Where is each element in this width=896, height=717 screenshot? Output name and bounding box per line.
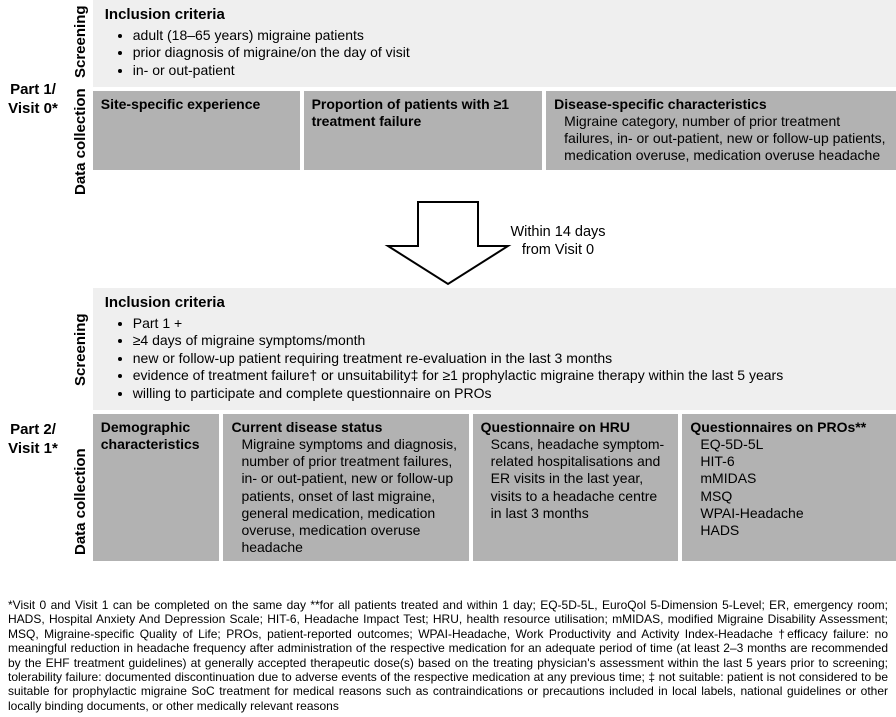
list-item: Part 1 + xyxy=(133,315,886,333)
part1-label-line1: Part 1/ xyxy=(10,81,56,98)
list-item: in- or out-patient xyxy=(133,62,886,80)
part1-vlabel-data: Data collection xyxy=(70,84,93,200)
cell-body: EQ-5D-5L HIT-6 mMIDAS MSQ WPAI-Headache … xyxy=(700,436,888,538)
arrow-caption: Within 14 days from Visit 0 xyxy=(510,223,605,259)
part1-vertical-labels: Screening Data collection xyxy=(70,0,93,200)
part2-label-line1: Part 2/ xyxy=(10,421,56,438)
part2-cell-pros: Questionnaires on PROs** EQ-5D-5L HIT-6 … xyxy=(682,414,896,561)
cell-heading: Disease-specific characteristics xyxy=(554,96,766,112)
list-item: evidence of treatment failure† or unsuit… xyxy=(133,367,886,385)
arrow-down-icon xyxy=(378,196,518,288)
part1-block: Part 1/ Visit 0* Screening Data collecti… xyxy=(0,0,896,200)
cell-heading: Questionnaire on HRU xyxy=(481,419,630,435)
part1-cell-disease: Disease-specific characteristics Migrain… xyxy=(546,91,896,169)
part2-label-line2: Visit 1* xyxy=(8,440,58,457)
part1-screening-box: Inclusion criteria adult (18–65 years) m… xyxy=(93,0,896,87)
cell-heading: Proportion of patients with ≥1 treatment… xyxy=(312,96,509,129)
cell-heading: Questionnaires on PROs** xyxy=(690,419,866,435)
part1-label: Part 1/ Visit 0* xyxy=(0,0,70,200)
transition-arrow: Within 14 days from Visit 0 xyxy=(0,202,896,288)
cell-body: Migraine category, number of prior treat… xyxy=(564,113,888,164)
part2-screening-list: Part 1 + ≥4 days of migraine symptoms/mo… xyxy=(133,315,886,403)
study-design-diagram: Part 1/ Visit 0* Screening Data collecti… xyxy=(0,0,896,717)
part2-cell-hru: Questionnaire on HRU Scans, headache sym… xyxy=(473,414,679,561)
part1-vlabel-screening: Screening xyxy=(70,0,93,84)
part2-cell-disease-status: Current disease status Migraine symptoms… xyxy=(223,414,468,561)
part2-data-row: Demographic characteristics Current dise… xyxy=(93,414,896,561)
cell-body: Migraine symptoms and diagnosis, number … xyxy=(241,436,460,556)
part1-data-row: Site-specific experience Proportion of p… xyxy=(93,91,896,169)
cell-heading: Current disease status xyxy=(231,419,382,435)
cell-body: Scans, headache symptom-related hospital… xyxy=(491,436,671,521)
part2-label: Part 2/ Visit 1* xyxy=(0,288,70,592)
cell-heading: Demographic characteristics xyxy=(101,419,200,452)
list-item: new or follow-up patient requiring treat… xyxy=(133,350,886,368)
part2-vertical-labels: Screening Data collection xyxy=(70,288,93,592)
part2-vlabel-data: Data collection xyxy=(70,412,93,592)
part1-cell-proportion: Proportion of patients with ≥1 treatment… xyxy=(304,91,543,169)
part2-block: Part 2/ Visit 1* Screening Data collecti… xyxy=(0,288,896,592)
cell-heading: Site-specific experience xyxy=(101,96,261,112)
arrow-line2: from Visit 0 xyxy=(522,242,594,258)
part1-cell-site: Site-specific experience xyxy=(93,91,300,169)
part1-screening-list: adult (18–65 years) migraine patients pr… xyxy=(133,27,886,80)
list-item: adult (18–65 years) migraine patients xyxy=(133,27,886,45)
part2-screening-box: Inclusion criteria Part 1 + ≥4 days of m… xyxy=(93,288,896,410)
part1-label-line2: Visit 0* xyxy=(8,100,58,117)
part2-content: Inclusion criteria Part 1 + ≥4 days of m… xyxy=(93,288,896,592)
part1-screening-heading: Inclusion criteria xyxy=(105,6,886,25)
part2-vlabel-screening: Screening xyxy=(70,288,93,412)
footnotes: *Visit 0 and Visit 1 can be completed on… xyxy=(0,592,896,717)
list-item: willing to participate and complete ques… xyxy=(133,385,886,403)
arrow-line1: Within 14 days xyxy=(510,224,605,240)
list-item: ≥4 days of migraine symptoms/month xyxy=(133,332,886,350)
list-item: prior diagnosis of migraine/on the day o… xyxy=(133,44,886,62)
part2-cell-demographic: Demographic characteristics xyxy=(93,414,220,561)
part2-screening-heading: Inclusion criteria xyxy=(105,294,886,313)
part1-content: Inclusion criteria adult (18–65 years) m… xyxy=(93,0,896,200)
